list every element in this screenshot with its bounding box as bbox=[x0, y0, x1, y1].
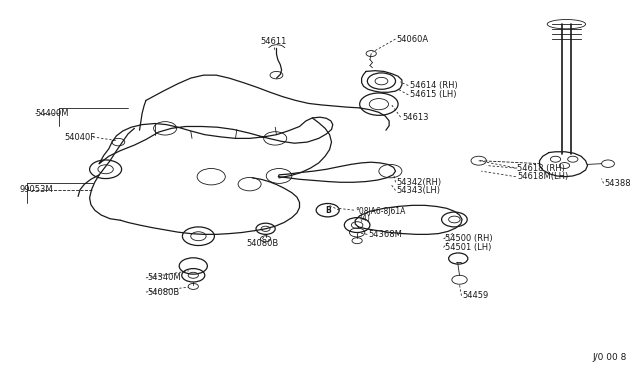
Text: 54459: 54459 bbox=[463, 291, 489, 300]
Text: 54368M: 54368M bbox=[369, 230, 403, 239]
Text: 99053M: 99053M bbox=[19, 185, 53, 194]
Text: 54080B: 54080B bbox=[147, 288, 179, 296]
Text: 54400M: 54400M bbox=[35, 109, 68, 118]
Text: 54342(RH): 54342(RH) bbox=[397, 178, 442, 187]
Text: 54618 (RH): 54618 (RH) bbox=[517, 164, 565, 173]
Text: 54080B: 54080B bbox=[246, 239, 278, 248]
Text: 54340M: 54340M bbox=[147, 273, 181, 282]
Text: (4): (4) bbox=[360, 214, 371, 223]
Text: 54060A: 54060A bbox=[397, 35, 429, 44]
Text: J/0 00 8: J/0 00 8 bbox=[593, 353, 627, 362]
Text: 54343(LH): 54343(LH) bbox=[397, 186, 441, 195]
Text: 54614 (RH): 54614 (RH) bbox=[410, 81, 458, 90]
Text: 54615 (LH): 54615 (LH) bbox=[410, 90, 456, 99]
Text: 54613: 54613 bbox=[402, 113, 428, 122]
Text: 54618M(LH): 54618M(LH) bbox=[517, 172, 568, 181]
Text: 54500 (RH): 54500 (RH) bbox=[445, 234, 492, 243]
Text: 54040F: 54040F bbox=[64, 133, 95, 142]
Text: 54388: 54388 bbox=[605, 179, 632, 188]
Text: B: B bbox=[325, 206, 330, 215]
Text: 54611: 54611 bbox=[260, 38, 287, 46]
Text: °08JA6-8J61A: °08JA6-8J61A bbox=[355, 207, 406, 216]
Text: 54501 (LH): 54501 (LH) bbox=[445, 243, 491, 252]
